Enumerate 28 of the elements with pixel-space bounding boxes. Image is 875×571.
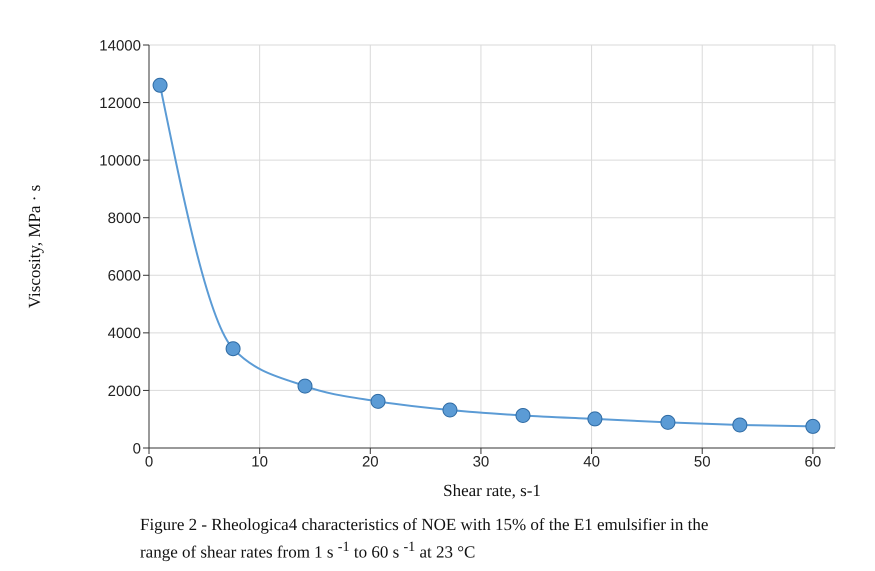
caption: Figure 2 - Rheologica4 characteristics of NOE with 15% of the E1 emulsifier in the range of shear rates from 1 s $^{-1}$ to 60 s $^{-1}$ at 23 °C [140, 514, 710, 564]
y-tick-label: 6000 [108, 268, 141, 285]
y-tick-label: 14000 [99, 37, 141, 54]
y-tick-label: 10000 [99, 152, 141, 170]
point [805, 418, 820, 434]
x-tick-label: 40 [583, 454, 600, 471]
point [515, 408, 530, 423]
x-tick-label: 10 [251, 454, 268, 471]
y-tick-label: 2000 [108, 382, 141, 400]
x-tick-label: 0 [144, 454, 154, 471]
x-tick-label: 50 [694, 454, 711, 471]
x-tick-label: 20 [362, 454, 379, 471]
point [587, 411, 602, 426]
point [152, 78, 168, 93]
y-tick-label: 8000 [108, 210, 141, 228]
point [660, 414, 676, 430]
point [370, 394, 386, 409]
y-tick-label: 0 [132, 440, 141, 458]
point [298, 378, 313, 394]
point [226, 341, 241, 356]
x-tick-label: 30 [472, 454, 490, 471]
x-axis-title: Shear rate, s-1 [443, 481, 541, 500]
point [442, 402, 458, 418]
point [732, 417, 748, 432]
y-axis-title: Viscosity, MPa · s [25, 184, 44, 308]
y-tick-label: 4000 [108, 325, 141, 342]
x-tick-label: 60 [804, 454, 822, 471]
y-tick-label: 12000 [99, 94, 141, 112]
